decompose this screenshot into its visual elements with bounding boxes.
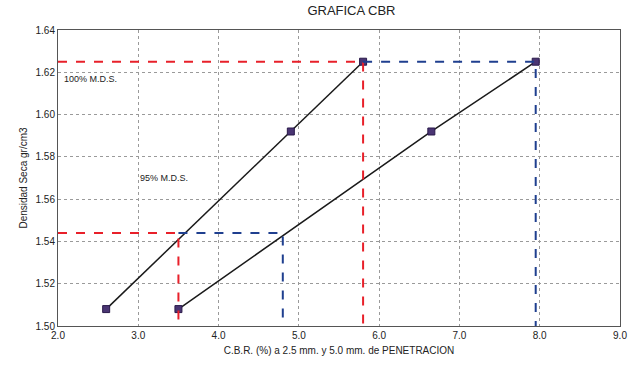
- svg-text:95% M.D.S.: 95% M.D.S.: [140, 173, 188, 183]
- svg-text:100% M.D.S.: 100% M.D.S.: [64, 74, 117, 84]
- svg-text:2.0: 2.0: [51, 330, 65, 341]
- svg-text:1.60: 1.60: [36, 109, 56, 120]
- svg-text:6.0: 6.0: [372, 330, 386, 341]
- svg-text:Densidad Seca gr/cm3: Densidad Seca gr/cm3: [18, 127, 29, 229]
- svg-text:3.0: 3.0: [131, 330, 145, 341]
- svg-text:5.0: 5.0: [292, 330, 306, 341]
- svg-text:4.0: 4.0: [212, 330, 226, 341]
- svg-text:GRAFICA CBR: GRAFICA CBR: [307, 3, 395, 18]
- svg-text:1.52: 1.52: [36, 278, 56, 289]
- svg-text:1.58: 1.58: [36, 151, 56, 162]
- svg-text:C.B.R. (%) a 2.5 mm. y 5.0 mm.: C.B.R. (%) a 2.5 mm. y 5.0 mm. de PENETR…: [224, 345, 455, 356]
- svg-text:7.0: 7.0: [452, 330, 466, 341]
- svg-text:1.62: 1.62: [36, 67, 56, 78]
- svg-text:1.54: 1.54: [36, 236, 56, 247]
- svg-text:9.0: 9.0: [613, 330, 627, 341]
- svg-text:8.0: 8.0: [533, 330, 547, 341]
- svg-text:1.50: 1.50: [36, 321, 56, 332]
- svg-text:1.64: 1.64: [36, 25, 56, 36]
- svg-text:1.56: 1.56: [36, 194, 56, 205]
